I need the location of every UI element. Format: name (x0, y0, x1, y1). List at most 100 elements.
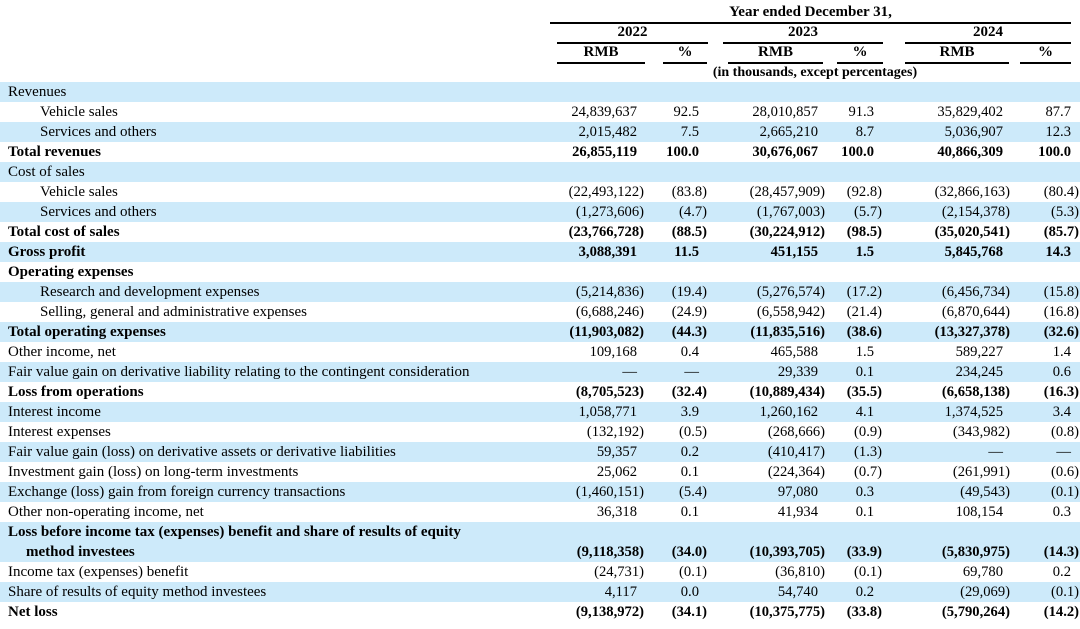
label-column-header (0, 64, 550, 82)
rmb-value: 5,845,768 (883, 242, 1011, 262)
rmb-value: 1,058,771 (550, 402, 645, 422)
rmb-value: 5,036,907 (883, 122, 1011, 142)
rmb-value (550, 262, 645, 282)
row-label: Income tax (expenses) benefit (8, 564, 189, 580)
rmb-2024-header: RMB (883, 44, 1011, 64)
pct-value: — (1011, 442, 1080, 462)
rmb-value: 25,062 (596, 464, 637, 480)
row-label: Total operating expenses (0, 322, 550, 342)
rmb-value: (5,790,264) (941, 604, 1010, 620)
rmb-value: (10,889,434) (749, 384, 825, 400)
header-row-years: 2022 2023 2024 (0, 24, 1080, 44)
table-row: Operating expenses (0, 262, 1080, 282)
rmb-value (883, 82, 1011, 102)
rmb-value: 29,339 (708, 362, 826, 382)
pct-value: (85.7) (1043, 224, 1079, 240)
row-label: Other income, net (8, 344, 116, 360)
rmb-label: RMB (905, 44, 1009, 64)
rmb-value: (10,393,705) (708, 522, 826, 562)
rmb-value: (6,558,942) (756, 304, 825, 320)
year-spanner-label: Year ended December 31, (550, 4, 1071, 24)
year-2022-label: 2022 (557, 24, 708, 44)
pct-value: 87.7 (1045, 104, 1071, 120)
rmb-value: (9,118,358) (550, 522, 645, 562)
rmb-value: (30,224,912) (749, 224, 825, 240)
pct-value: 0.3 (826, 482, 883, 502)
year-2022-header: 2022 (550, 24, 708, 44)
pct-value: 0.6 (1011, 362, 1080, 382)
rmb-label: RMB (557, 44, 645, 64)
table-row: Cost of sales (0, 162, 1080, 182)
rmb-value: (6,658,138) (941, 384, 1010, 400)
rmb-value: (2,154,378) (883, 202, 1011, 222)
label-column-header (0, 44, 550, 64)
pct-value: 8.7 (826, 122, 883, 142)
pct-value (1011, 162, 1080, 182)
pct-value: (5.4) (645, 482, 708, 502)
pct-value: 14.3 (1011, 242, 1080, 262)
pct-value: (80.4) (1043, 184, 1079, 200)
table-row: Investment gain (loss) on long-term inve… (0, 462, 1080, 482)
row-label: Other non-operating income, net (8, 504, 204, 520)
rmb-value: 2,665,210 (708, 122, 826, 142)
pct-value: (5.3) (1011, 202, 1080, 222)
rmb-value: 1,374,525 (883, 402, 1011, 422)
pct-value: 0.1 (680, 504, 699, 520)
rmb-value: (36,810) (775, 564, 825, 580)
row-label: Interest income (0, 402, 550, 422)
rmb-value: 59,357 (550, 442, 645, 462)
table-row: Gross profit 3,088,391 11.5 451,155 1.5 5,845… (0, 242, 1080, 262)
pct-value: 11.5 (645, 242, 708, 262)
pct-value: (24.9) (671, 304, 707, 320)
rmb-value: 69,780 (962, 564, 1003, 580)
pct-value: (32.6) (1011, 322, 1080, 342)
pct-value: 100.0 (841, 144, 874, 160)
pct-value: 0.2 (645, 442, 708, 462)
pct-value: (98.5) (846, 224, 882, 240)
rmb-value: (49,543) (883, 482, 1011, 502)
pct-value: 100.0 (1038, 144, 1071, 160)
pct-value: (83.8) (671, 184, 707, 200)
pct-value: 0.4 (680, 344, 699, 360)
pct-value: (19.4) (645, 282, 708, 302)
table-row: Total revenues 26,855,119 100.0 30,676,067 1… (0, 142, 1080, 162)
pct-value: (38.6) (826, 322, 883, 342)
row-label: Gross profit (0, 242, 550, 262)
table-row: Total operating expenses (11,903,082) (44.… (0, 322, 1080, 342)
rmb-value: 30,676,067 (752, 144, 818, 160)
table-row: Revenues (0, 82, 1080, 102)
pct-value: (16.3) (1043, 384, 1079, 400)
pct-value: (5.7) (826, 202, 883, 222)
pct-value: (92.8) (846, 184, 882, 200)
row-label: Cost of sales (0, 162, 550, 182)
row-label: Services and others (0, 202, 550, 222)
pct-value: (33.8) (846, 604, 882, 620)
pct-value: 0.0 (645, 582, 708, 602)
pct-value: (34.0) (645, 522, 708, 562)
pct-2022-header: % (645, 44, 708, 64)
table-row: Net loss (9,138,972) (34.1) (10,375,775) (33… (0, 602, 1080, 622)
header-row-spanner: Year ended December 31, (0, 2, 1080, 24)
year-spanner-header: Year ended December 31, (550, 2, 1080, 24)
rmb-value: (5,214,836) (550, 282, 645, 302)
pct-value: 0.1 (855, 504, 874, 520)
rmb-value: (6,456,734) (883, 282, 1011, 302)
rmb-value (550, 162, 645, 182)
rmb-value: (8,705,523) (575, 384, 644, 400)
row-label: Selling, general and administrative expe… (40, 304, 308, 320)
pct-label: % (837, 44, 883, 64)
pct-value: — (645, 362, 708, 382)
row-label: Fair value gain on derivative liability … (0, 362, 550, 382)
table-row: Loss before income tax (expenses) benefi… (0, 522, 1080, 562)
rmb-value: 24,839,637 (571, 104, 637, 120)
pct-value: (44.3) (645, 322, 708, 342)
row-label: Vehicle sales (40, 104, 118, 120)
rmb-value: (268,666) (767, 424, 825, 440)
table-row: Services and others (1,273,606) (4.7) (1,76… (0, 202, 1080, 222)
row-label: Fair value gain (loss) on derivative ass… (0, 442, 550, 462)
pct-value: (0.1) (1011, 482, 1080, 502)
pct-value: 0.2 (826, 582, 883, 602)
rmb-value: (32,866,163) (934, 184, 1010, 200)
pct-value: 1.5 (826, 242, 883, 262)
